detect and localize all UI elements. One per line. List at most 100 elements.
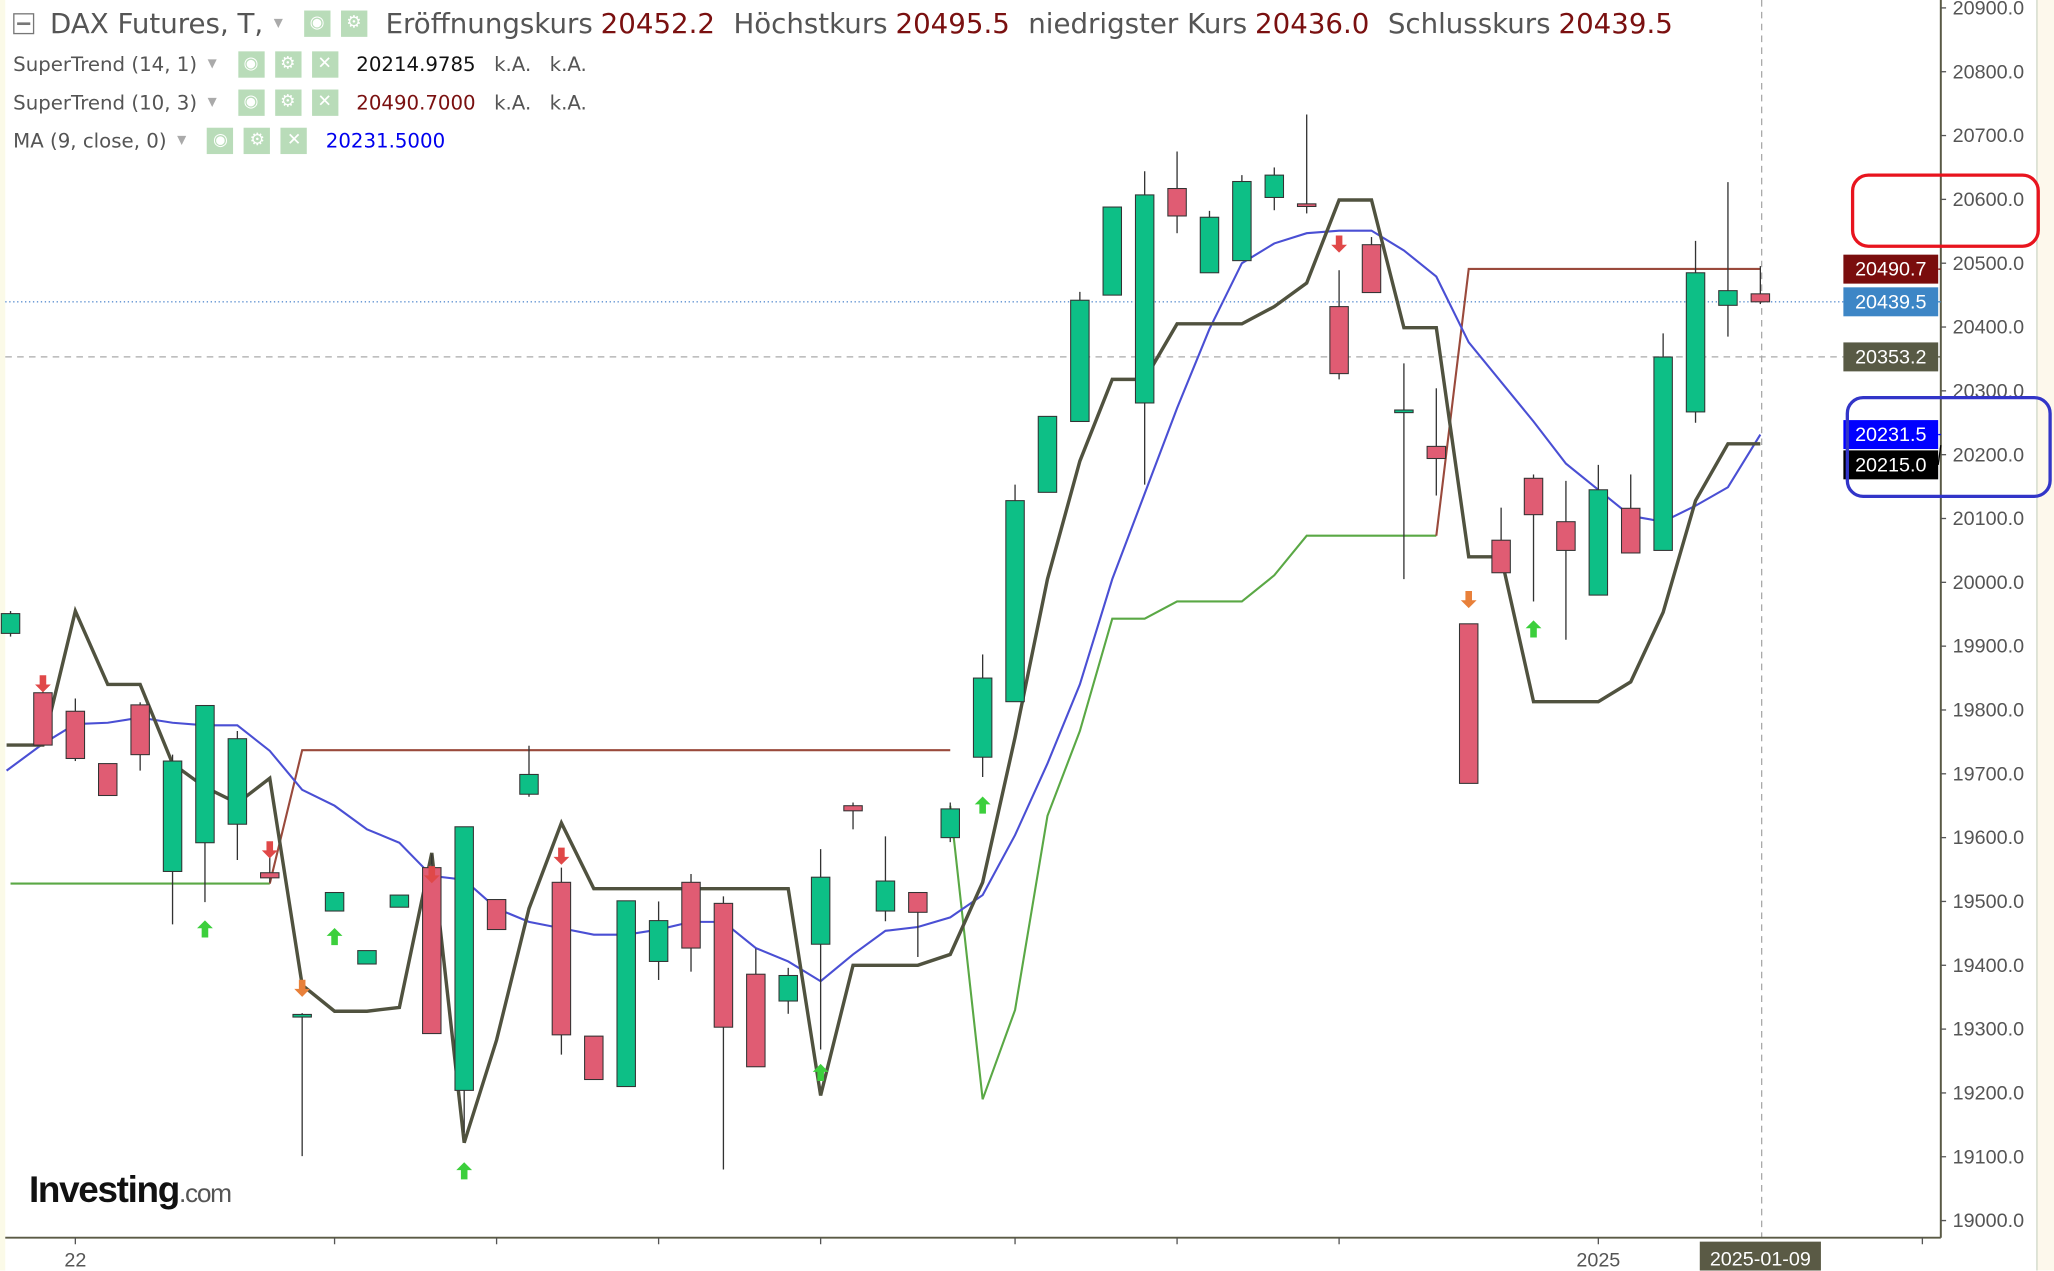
candle-down xyxy=(65,710,86,760)
close-icon[interactable]: ✕ xyxy=(280,127,308,155)
collapse-icon[interactable] xyxy=(13,13,35,35)
indicator-value: 20231.5000 xyxy=(325,129,446,153)
candle-down xyxy=(1556,521,1576,551)
close-icon[interactable]: ✕ xyxy=(311,89,338,116)
indicator-extra: k.A. xyxy=(549,90,587,115)
price-label-box xyxy=(1843,254,1939,284)
y-tick-label: 20100.0 xyxy=(1953,508,2024,530)
price-label: 20231.5 xyxy=(1855,424,1926,446)
annotation-red-box xyxy=(1850,173,2040,248)
candle-up xyxy=(1102,206,1123,296)
candle-down xyxy=(551,881,572,1036)
candle-up xyxy=(1685,272,1706,413)
candle-down xyxy=(713,902,734,1028)
arrow-up-icon xyxy=(974,796,991,814)
arrow-down-icon xyxy=(1460,591,1477,609)
indicator-row-supertrend-10: SuperTrend (10, 3) ▼ ◉ ⚙ ✕ 20490.7000 k.A. … xyxy=(13,89,587,116)
arrow-up-icon xyxy=(456,1162,473,1180)
eye-icon[interactable]: ◉ xyxy=(303,10,331,37)
close-value: 20439.5 xyxy=(1558,7,1673,40)
high-label: Höchstkurs xyxy=(733,7,888,40)
indicator-row-ma: MA (9, close, 0) ▼ ◉ ⚙ ✕ 20231.5000 xyxy=(13,127,446,155)
investing-logo: Investing.com xyxy=(28,1169,232,1211)
price-label-box xyxy=(1843,450,1939,480)
arrow-down-icon xyxy=(294,979,311,997)
candle-up xyxy=(940,808,960,839)
candle-up xyxy=(1264,174,1285,198)
candle-down xyxy=(584,1035,604,1081)
candle-up xyxy=(810,876,831,945)
candle-up xyxy=(1588,489,1609,596)
price-label-box xyxy=(1843,342,1939,372)
candle-up xyxy=(1653,356,1673,551)
candle-up xyxy=(778,974,798,1002)
candle-down xyxy=(746,973,766,1068)
candle-down xyxy=(843,805,863,812)
arrow-up-icon xyxy=(1525,620,1542,638)
y-tick-label: 19600.0 xyxy=(1953,827,2024,849)
candle-up xyxy=(454,826,474,1091)
eye-icon[interactable]: ◉ xyxy=(237,51,265,78)
arrow-up-icon xyxy=(812,1063,829,1082)
candle-up xyxy=(227,738,248,825)
y-tick-label: 19700.0 xyxy=(1953,763,2024,785)
chevron-down-icon[interactable]: ▼ xyxy=(207,57,217,72)
y-tick-label: 20800.0 xyxy=(1953,61,2024,83)
y-tick-label: 19500.0 xyxy=(1953,891,2024,913)
supertrend-14-1-line xyxy=(6,198,1761,1144)
open-label: Eröffnungskurs xyxy=(385,7,593,40)
left-margin xyxy=(0,0,6,1271)
price-label: 20439.5 xyxy=(1855,291,1926,313)
eye-icon[interactable]: ◉ xyxy=(237,89,265,116)
candle-up xyxy=(162,760,183,872)
close-label: Schlusskurs xyxy=(1387,7,1551,40)
gear-icon[interactable]: ⚙ xyxy=(244,127,271,155)
chevron-down-icon[interactable]: ▼ xyxy=(177,134,187,148)
annotation-blue-box xyxy=(1845,395,2052,499)
supertrend-10-3-line xyxy=(1435,267,1761,536)
candle-up xyxy=(1394,409,1414,414)
candle-down xyxy=(1491,539,1511,574)
candle-down xyxy=(486,899,507,931)
chevron-down-icon[interactable]: ▼ xyxy=(273,17,283,31)
y-tick-label: 19100.0 xyxy=(1953,1146,2024,1168)
candle-down xyxy=(422,867,442,1035)
candle-up xyxy=(648,920,669,962)
eye-icon[interactable]: ◉ xyxy=(207,127,234,155)
low-label: niedrigster Kurs xyxy=(1028,7,1248,40)
y-tick-label: 20900.0 xyxy=(1953,0,2024,19)
y-tick-label: 20500.0 xyxy=(1953,253,2024,275)
x-tick-label: 2025 xyxy=(1576,1250,1620,1271)
indicator-value: 20214.9785 xyxy=(356,52,476,77)
candle-down xyxy=(1426,445,1447,460)
gear-icon[interactable]: ⚙ xyxy=(274,51,301,78)
candle-up xyxy=(519,773,539,795)
y-tick-label: 20000.0 xyxy=(1953,572,2024,594)
instrument-name: DAX Futures, T, xyxy=(50,7,264,40)
candle-down xyxy=(1361,244,1382,294)
candle-up xyxy=(1037,415,1058,493)
candle-down xyxy=(260,872,280,879)
supertrend-10-3-line xyxy=(949,534,1437,1100)
x-tick-label: 22 xyxy=(64,1250,86,1271)
indicator-row-supertrend-14: SuperTrend (14, 1) ▼ ◉ ⚙ ✕ 20214.9785 k.A. … xyxy=(13,51,587,78)
arrow-down-icon xyxy=(423,866,440,884)
candle-up xyxy=(0,613,21,634)
arrow-down-icon xyxy=(35,675,51,693)
indicator-name: SuperTrend (14, 1) xyxy=(13,52,198,77)
candle-down xyxy=(1167,187,1187,217)
close-icon[interactable]: ✕ xyxy=(311,51,338,78)
candle-down xyxy=(33,692,53,746)
arrow-up-icon xyxy=(326,927,343,946)
chevron-down-icon[interactable]: ▼ xyxy=(207,96,217,110)
candle-up xyxy=(1199,216,1220,274)
indicator-extra: k.A. xyxy=(549,52,587,77)
candle-down xyxy=(1296,203,1317,208)
gear-icon[interactable]: ⚙ xyxy=(274,89,301,116)
candle-up xyxy=(389,894,410,908)
y-tick-label: 20700.0 xyxy=(1953,125,2024,147)
gear-icon[interactable]: ⚙ xyxy=(340,10,368,37)
arrow-down-icon xyxy=(261,841,278,859)
